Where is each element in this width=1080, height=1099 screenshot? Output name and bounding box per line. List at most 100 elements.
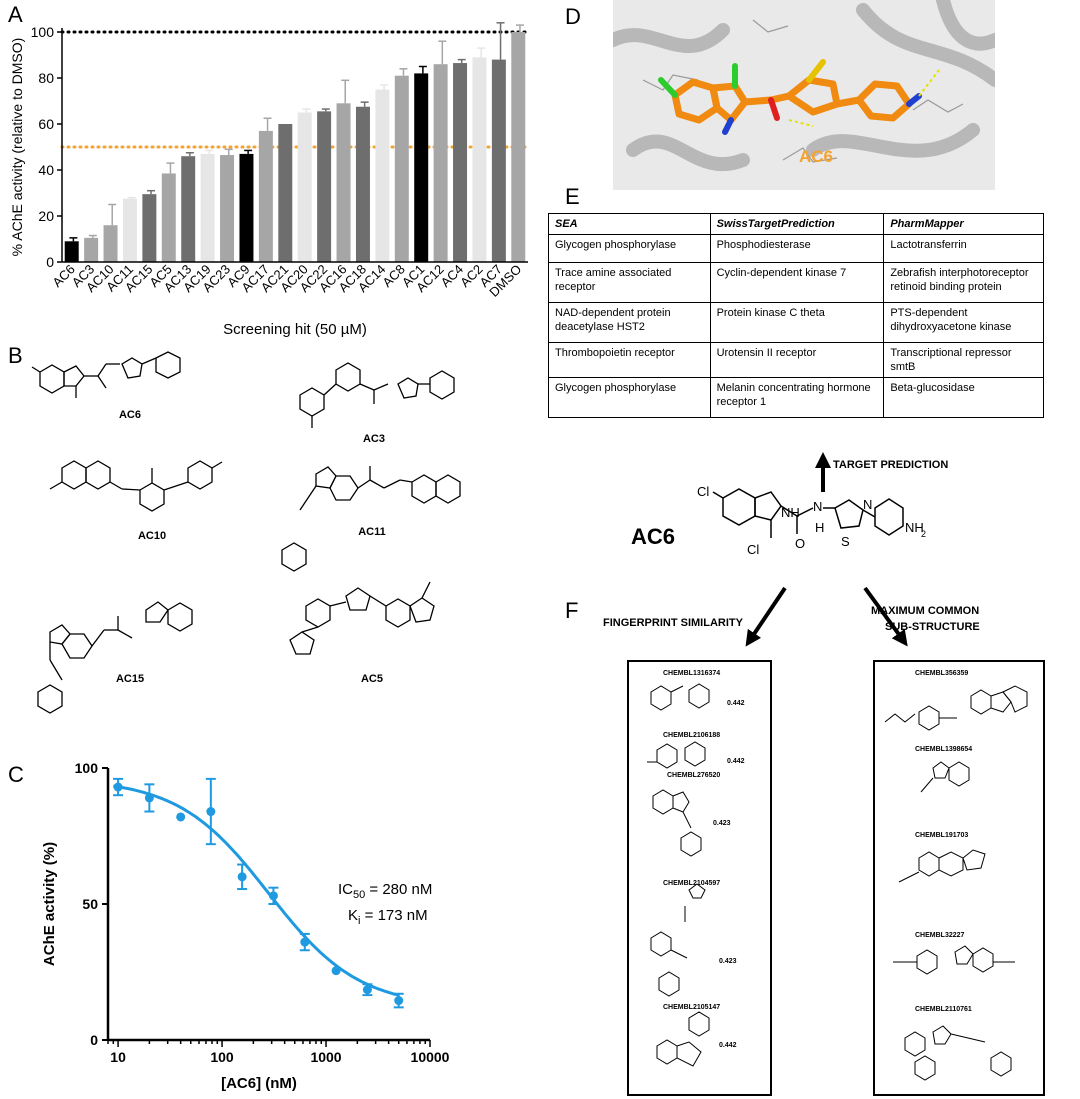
data-point: [176, 812, 186, 822]
ac3-label: AC3: [363, 433, 385, 445]
bar: [453, 63, 468, 262]
y-tick-label: 100: [75, 760, 99, 776]
ac10-label: AC10: [138, 530, 166, 542]
table-cell: Zebrafish interphotoreceptor retinoid bi…: [883, 262, 1044, 303]
data-point: [237, 872, 247, 882]
ac6-ligand-label: AC6: [799, 147, 833, 166]
bar: [161, 173, 176, 262]
hit-id: CHEMBL1316374: [663, 670, 721, 677]
x-tick-label: 1000: [310, 1049, 341, 1065]
table-cell: Thrombopoietin receptor: [548, 342, 711, 378]
panel-letter-f: F: [565, 598, 579, 623]
panel-letter-c: C: [8, 762, 24, 787]
data-point: [113, 782, 123, 792]
table-cell: Trace amine associated receptor: [548, 262, 711, 303]
bar: [491, 59, 506, 262]
x-axis-label: Screening hit (50 µM): [223, 321, 367, 338]
table-row: Thrombopoietin receptor Urotensin II rec…: [548, 342, 1044, 378]
panel-letter-e: E: [565, 184, 580, 209]
svg-text:Cl: Cl: [697, 484, 709, 499]
svg-text:O: O: [795, 536, 805, 551]
panel-letter-d: D: [565, 4, 581, 29]
panel-letter-b: B: [8, 343, 23, 368]
table-cell: Lactotransferrin: [883, 234, 1044, 263]
table-cell: Beta-glucosidase: [883, 377, 1044, 418]
hit-id: CHEMBL2104597: [663, 880, 721, 887]
data-point: [362, 985, 372, 995]
hit-id: CHEMBL356359: [915, 670, 969, 677]
structures-panel-b: AC6 AC3 AC10 AC11 AC15 AC5: [31, 351, 461, 714]
bar: [336, 103, 351, 262]
bar: [220, 155, 235, 262]
mcs-hits-box: CHEMBL356359 CHEMBL1398654 CHEMBL191703 …: [873, 660, 1045, 1096]
table-cell: NAD-dependent protein deacetylase HST2: [548, 302, 711, 343]
table-row: NAD-dependent protein deacetylase HST2 P…: [548, 302, 1044, 343]
protein-ligand-image-d: AC6: [613, 0, 995, 190]
mcs-structures: [884, 685, 1028, 1081]
panel-letter-a: A: [8, 2, 23, 27]
bar: [258, 130, 273, 262]
y-tick-label: 0: [90, 1032, 98, 1048]
ac11-structure: [281, 466, 461, 572]
hit-id: CHEMBL276520: [667, 772, 721, 779]
target-prediction-table: SEA SwissTargetPrediction PharmMapper Gl…: [548, 213, 1044, 418]
bar: [433, 64, 448, 262]
table-header-swiss: SwissTargetPrediction: [709, 213, 885, 235]
ac6-center-label: AC6: [631, 524, 675, 549]
y-axis-label: % AChE activity (relative to DMSO): [9, 38, 25, 257]
bar: [64, 241, 79, 262]
bar: [317, 111, 332, 262]
bar: [122, 198, 137, 262]
ki-annotation: Ki = 173 nM: [348, 907, 428, 927]
center-workflow: Cl NH Cl O N H S N NH 2 AC6 TARGET PREDI…: [603, 452, 980, 647]
bar: [84, 237, 99, 262]
ac5-label: AC5: [361, 673, 383, 685]
bar: [239, 153, 254, 262]
data-point: [144, 793, 154, 803]
bar: [375, 89, 390, 262]
y-tick-label: 100: [31, 24, 55, 40]
fingerprint-hits-box: CHEMBL1316374 0.442 CHEMBL2106188 0.442 …: [627, 660, 772, 1096]
svg-text:NH: NH: [905, 520, 924, 535]
svg-text:N: N: [813, 499, 822, 514]
svg-text:N: N: [863, 497, 872, 512]
table-header-pharmmapper: PharmMapper: [883, 213, 1044, 235]
table-cell: Phosphodiesterase: [709, 234, 885, 263]
ac15-structure: [37, 601, 193, 714]
ac10-structure: [49, 460, 223, 512]
hit-id: CHEMBL2110761: [915, 1006, 972, 1013]
ac6-label: AC6: [119, 409, 141, 421]
svg-text:NH: NH: [781, 505, 800, 520]
hit-id: CHEMBL1398654: [915, 746, 973, 753]
hit-score: 0.442: [727, 758, 745, 765]
svg-text:S: S: [841, 534, 850, 549]
bar: [472, 57, 487, 262]
table-cell: Transcriptional repressor smtB: [883, 342, 1044, 378]
svg-text:H: H: [815, 520, 824, 535]
data-point: [300, 937, 310, 947]
table-cell: Glycogen phosphorylase: [548, 234, 711, 263]
hit-id: CHEMBL2106188: [663, 732, 721, 739]
y-tick-label: 40: [38, 162, 54, 178]
y-axis-label: AChE activity (%): [41, 842, 58, 966]
hit-score: 0.442: [727, 700, 745, 707]
bar: [181, 156, 196, 262]
table-row: Trace amine associated receptor Cyclin-d…: [548, 262, 1044, 303]
table-cell: Glycogen phosphorylase: [548, 377, 711, 418]
table-cell: Urotensin II receptor: [709, 342, 885, 378]
table-cell: Melanin concentrating hormone receptor 1: [709, 377, 885, 418]
bar: [394, 75, 409, 262]
table-header-sea: SEA: [548, 213, 711, 235]
bar: [142, 194, 157, 262]
ac3-structure: [299, 362, 455, 428]
fingerprint-structures: [647, 683, 710, 1067]
hit-score: 0.423: [719, 958, 737, 965]
hit-score: 0.423: [713, 820, 731, 827]
bar: [200, 153, 215, 262]
bar: [511, 32, 526, 262]
y-tick-label: 20: [38, 208, 54, 224]
ac11-label: AC11: [358, 526, 386, 538]
y-tick-label: 0: [46, 254, 54, 270]
table-row: Glycogen phosphorylase Melanin concentra…: [548, 377, 1044, 418]
x-tick-label: 100: [210, 1049, 234, 1065]
